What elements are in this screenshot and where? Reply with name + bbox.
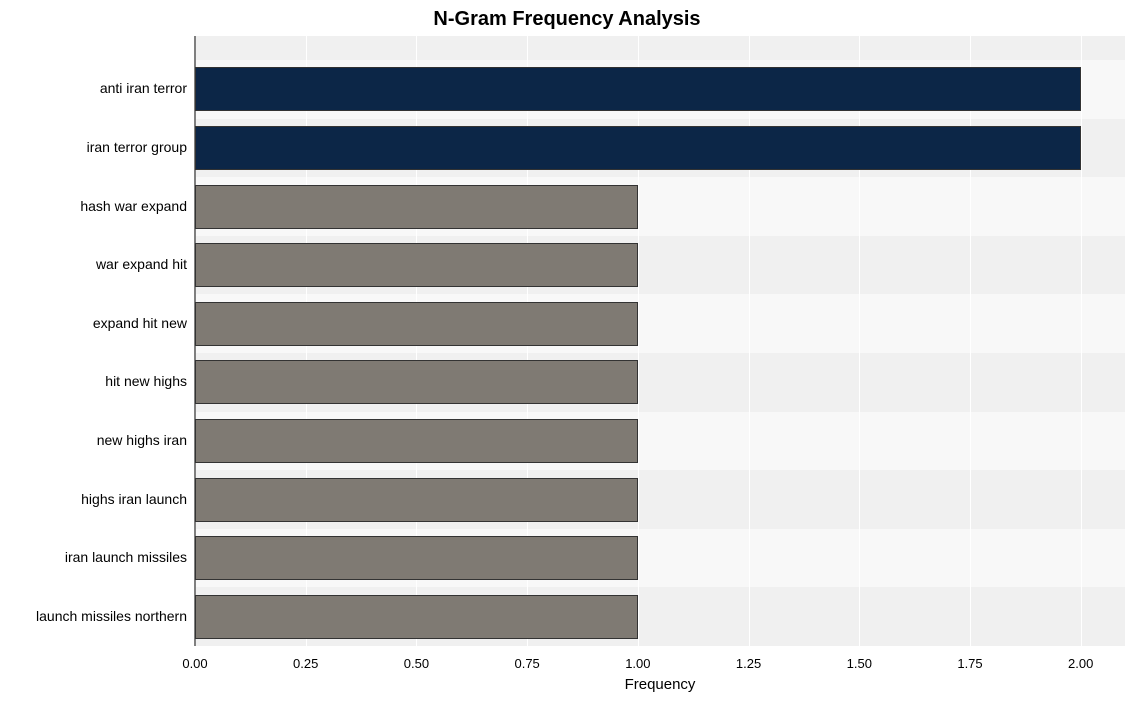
bar: [195, 126, 1081, 170]
bar: [195, 67, 1081, 111]
bar: [195, 419, 638, 463]
y-tick-label: highs iran launch: [81, 491, 187, 507]
y-tick-label: hit new highs: [105, 373, 187, 389]
chart-container: N-Gram Frequency Analysis anti iran terr…: [0, 0, 1134, 701]
bar: [195, 302, 638, 346]
bar: [195, 478, 638, 522]
y-tick-label: hash war expand: [80, 198, 187, 214]
plot-area: anti iran terroriran terror grouphash wa…: [195, 36, 1125, 646]
x-tick-label: 1.00: [625, 656, 650, 671]
x-tick-label: 2.00: [1068, 656, 1093, 671]
x-tick-label: 1.75: [957, 656, 982, 671]
y-tick-label: iran launch missiles: [65, 549, 187, 565]
y-tick-label: expand hit new: [93, 315, 187, 331]
y-tick-label: iran terror group: [87, 139, 187, 155]
x-tick-label: 0.25: [293, 656, 318, 671]
bar: [195, 243, 638, 287]
y-tick-label: anti iran terror: [100, 80, 187, 96]
x-gridline: [1081, 36, 1082, 646]
x-tick-label: 0.00: [182, 656, 207, 671]
x-tick-label: 1.50: [847, 656, 872, 671]
x-axis-label: Frequency: [195, 676, 1125, 693]
bar: [195, 185, 638, 229]
bar: [195, 536, 638, 580]
grid-row-pad: [195, 36, 1125, 60]
y-tick-label: new highs iran: [97, 432, 187, 448]
x-tick-label: 0.50: [404, 656, 429, 671]
bar: [195, 360, 638, 404]
x-tick-label: 0.75: [514, 656, 539, 671]
chart-title: N-Gram Frequency Analysis: [0, 8, 1134, 31]
y-tick-label: war expand hit: [96, 256, 187, 272]
y-tick-label: launch missiles northern: [36, 608, 187, 624]
bar: [195, 595, 638, 639]
x-tick-label: 1.25: [736, 656, 761, 671]
